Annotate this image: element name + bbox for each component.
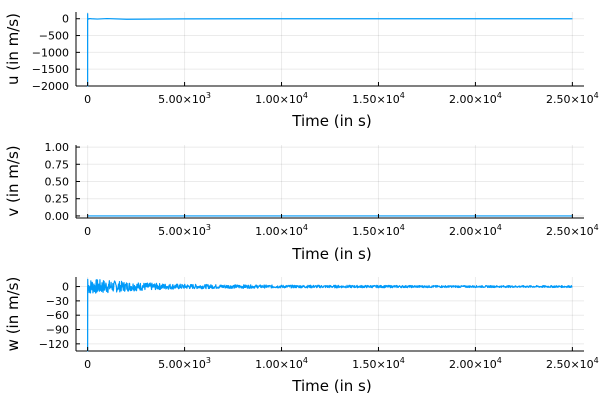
x-tick-mantissa: 1.50×10 [352, 358, 400, 371]
y-tick-label: −1500 [32, 63, 69, 76]
y-tick-label: 0.25 [45, 193, 70, 206]
x-tick-exponent: 3 [206, 356, 211, 365]
series-line [87, 13, 573, 87]
x-tick-exponent: 4 [594, 223, 599, 232]
y-axis-label: u (in m/s) [4, 13, 22, 85]
x-tick-label: 2.50×104 [546, 91, 599, 106]
x-tick-mantissa: 2.00×10 [449, 225, 497, 238]
x-tick-label: 0 [84, 358, 91, 371]
x-tick-mantissa: 1.00×10 [255, 225, 303, 238]
x-tick-mantissa: 1.50×10 [352, 93, 400, 106]
y-ticks: 1.00 0.75 0.50 0.25 0.00 [45, 141, 80, 223]
y-tick-label: 1.00 [45, 141, 70, 154]
y-tick-label: 0 [62, 281, 69, 294]
y-tick-label: −120 [39, 338, 69, 351]
y-axis-label: w (in m/s) [4, 277, 22, 352]
x-tick-mantissa: 2.50×10 [546, 225, 594, 238]
grid [76, 12, 584, 87]
x-tick-mantissa: 2.50×10 [546, 93, 594, 106]
panel-u: 0 5.00×103 1.00×104 1.50×104 2.00×104 2.50×10… [4, 12, 599, 130]
y-tick-label: −500 [39, 30, 69, 43]
x-tick-exponent: 3 [206, 223, 211, 232]
y-tick-label: −2000 [32, 80, 69, 93]
x-tick-exponent: 4 [497, 223, 502, 232]
y-tick-label: −90 [46, 324, 69, 337]
x-tick-mantissa: 2.00×10 [449, 358, 497, 371]
y-ticks: 0 −500 −1000 −1500 −2000 [32, 13, 80, 93]
x-ticks: 0 5.00×103 1.00×104 1.50×104 2.00×104 2.50×10… [84, 214, 599, 238]
x-tick-exponent: 4 [497, 91, 502, 100]
y-tick-label: 0 [62, 13, 69, 26]
grid [76, 145, 584, 218]
axes [75, 12, 584, 87]
x-tick-exponent: 4 [303, 356, 308, 365]
series [87, 278, 573, 352]
x-tick-exponent: 4 [497, 356, 502, 365]
panel-w: 0 5.00×103 1.00×104 1.50×104 2.00×104 2.50×10… [4, 277, 599, 395]
x-tick-mantissa: 5.00×10 [158, 358, 206, 371]
x-tick-label: 2.00×104 [449, 356, 502, 371]
x-tick-mantissa: 2.00×10 [449, 93, 497, 106]
x-tick-exponent: 4 [400, 356, 405, 365]
x-tick-label: 1.00×104 [255, 223, 308, 238]
x-tick-mantissa: 5.00×10 [158, 225, 206, 238]
x-tick-label: 1.00×104 [255, 356, 308, 371]
series-line [87, 278, 573, 352]
series [87, 13, 573, 87]
x-tick-label: 2.50×104 [546, 356, 599, 371]
x-tick-exponent: 4 [303, 223, 308, 232]
x-tick-exponent: 4 [594, 91, 599, 100]
x-tick-exponent: 4 [400, 223, 405, 232]
panel-v: 0 5.00×103 1.00×104 1.50×104 2.00×104 2.50×10… [4, 141, 599, 263]
x-tick-label: 5.00×103 [158, 91, 211, 106]
y-axis-label: v (in m/s) [4, 145, 22, 216]
x-tick-mantissa: 1.00×10 [255, 93, 303, 106]
x-tick-label: 2.00×104 [449, 223, 502, 238]
x-tick-label: 1.50×104 [352, 223, 405, 238]
x-tick-exponent: 4 [303, 91, 308, 100]
x-tick-label: 0 [84, 225, 91, 238]
x-axis-label: Time (in s) [291, 112, 371, 130]
x-tick-label: 1.50×104 [352, 91, 405, 106]
x-tick-mantissa: 1.00×10 [255, 358, 303, 371]
x-tick-label: 0 [84, 93, 91, 106]
x-tick-label: 2.00×104 [449, 91, 502, 106]
x-ticks: 0 5.00×103 1.00×104 1.50×104 2.00×104 2.50×10… [84, 82, 599, 106]
x-tick-label: 1.00×104 [255, 91, 308, 106]
x-tick-label: 5.00×103 [158, 356, 211, 371]
axes [75, 277, 584, 352]
x-ticks: 0 5.00×103 1.00×104 1.50×104 2.00×104 2.50×10… [84, 347, 599, 371]
x-tick-label: 2.50×104 [546, 223, 599, 238]
y-tick-label: −60 [46, 309, 69, 322]
x-axis-label: Time (in s) [291, 377, 371, 395]
y-tick-label: 0.75 [45, 158, 70, 171]
y-tick-label: 0.50 [45, 176, 70, 189]
y-tick-label: −30 [46, 295, 69, 308]
y-ticks: 0−30−60 −90−120 [39, 281, 80, 351]
x-tick-label: 5.00×103 [158, 223, 211, 238]
y-tick-label: 0.00 [45, 210, 70, 223]
x-tick-exponent: 4 [400, 91, 405, 100]
x-tick-mantissa: 5.00×10 [158, 93, 206, 106]
y-tick-label: −1000 [32, 46, 69, 59]
x-tick-mantissa: 1.50×10 [352, 225, 400, 238]
x-tick-mantissa: 2.50×10 [546, 358, 594, 371]
x-tick-exponent: 4 [594, 356, 599, 365]
x-axis-label: Time (in s) [291, 245, 371, 263]
x-tick-exponent: 3 [206, 91, 211, 100]
x-tick-label: 1.50×104 [352, 356, 405, 371]
